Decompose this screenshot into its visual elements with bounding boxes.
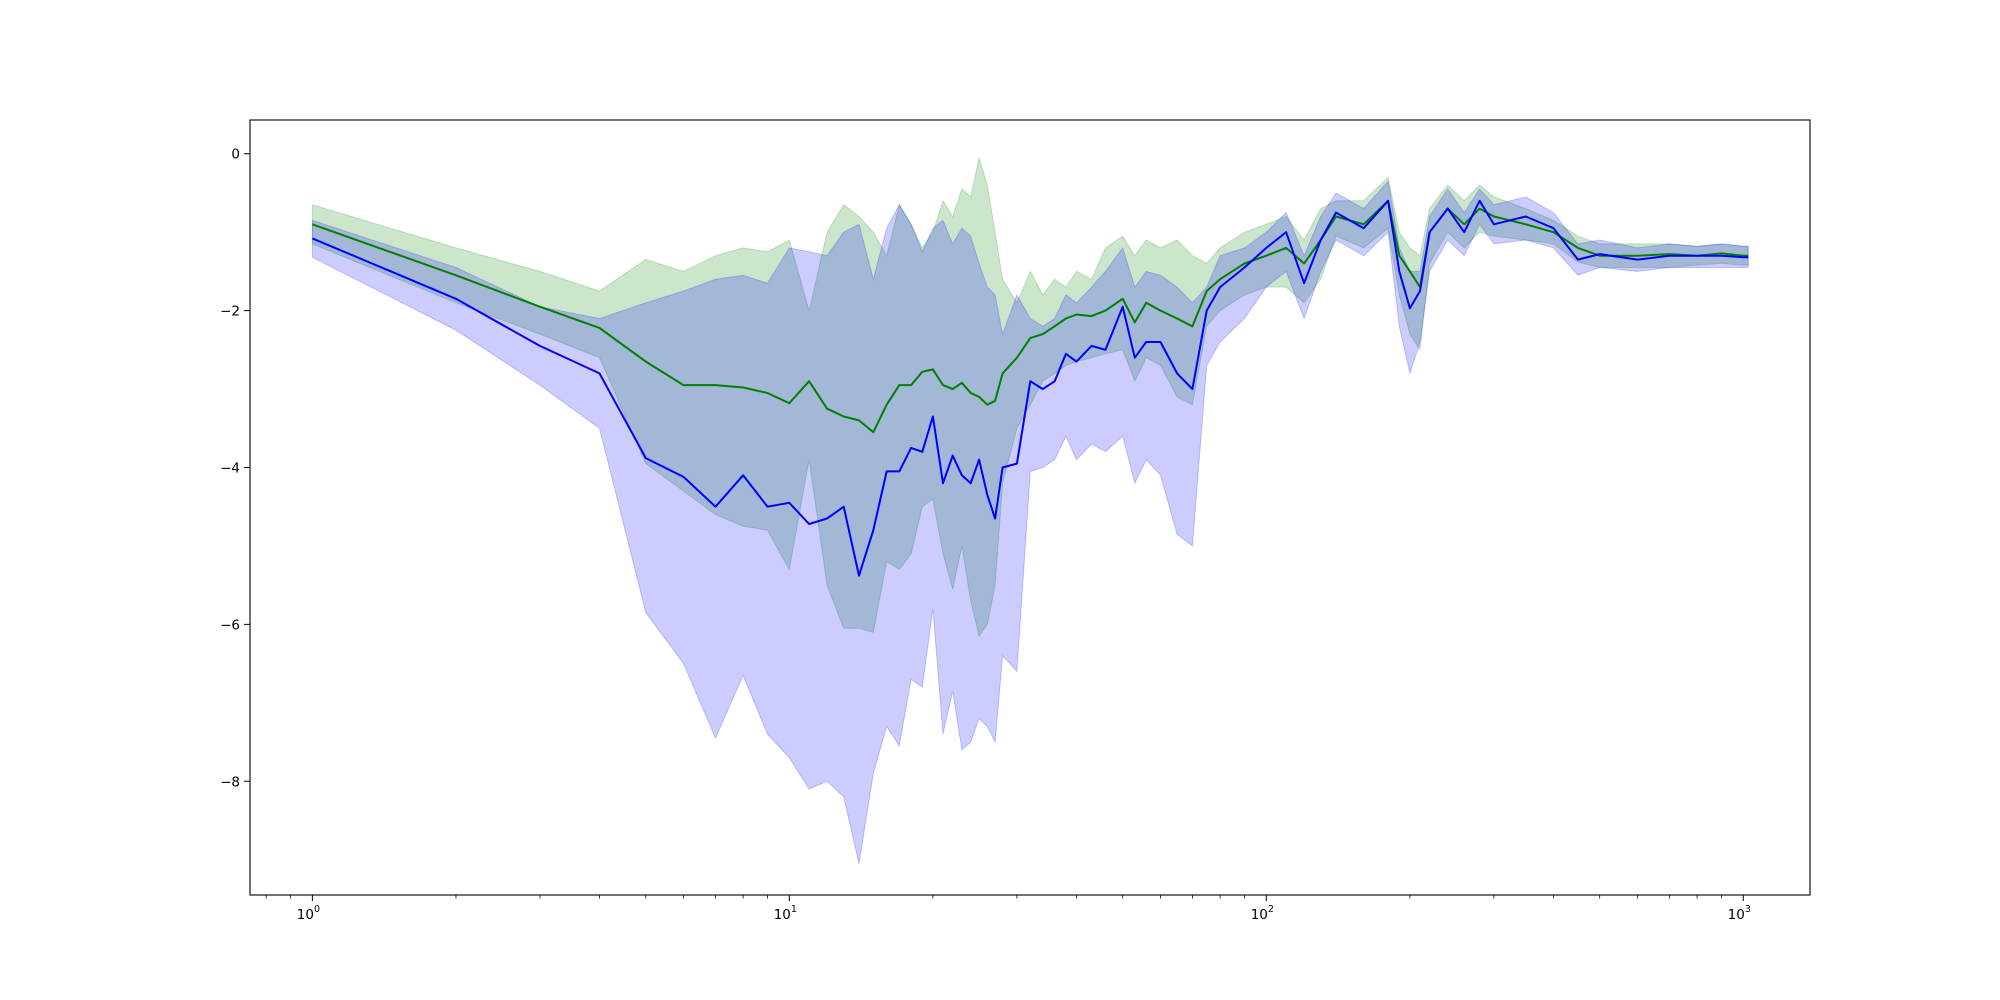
y-tick-label-2: −4 (220, 460, 240, 476)
plot-area (311, 157, 1749, 864)
y-axis: 0 −2 −4 −6 −8 (220, 147, 250, 790)
x-tick-label-2: 102 (1251, 904, 1274, 923)
confidence-bands (311, 157, 1749, 864)
x-tick-label-3: 103 (1728, 904, 1751, 923)
y-tick-label-3: −6 (220, 617, 240, 633)
x-tick-label-0: 100 (297, 904, 320, 923)
confidence-band-1 (311, 180, 1749, 864)
x-tick-label-1: 101 (774, 904, 797, 923)
y-tick-label-4: −8 (220, 774, 240, 790)
series-lines (312, 199, 1749, 577)
y-tick-label-0: 0 (231, 147, 240, 163)
confidence-band-0 (311, 157, 1749, 638)
series-line-1 (312, 199, 1749, 577)
y-tick-label-1: −2 (220, 304, 240, 320)
x-axis: 100 101 102 103 (265, 895, 1751, 923)
axes-frame (249, 119, 1811, 896)
